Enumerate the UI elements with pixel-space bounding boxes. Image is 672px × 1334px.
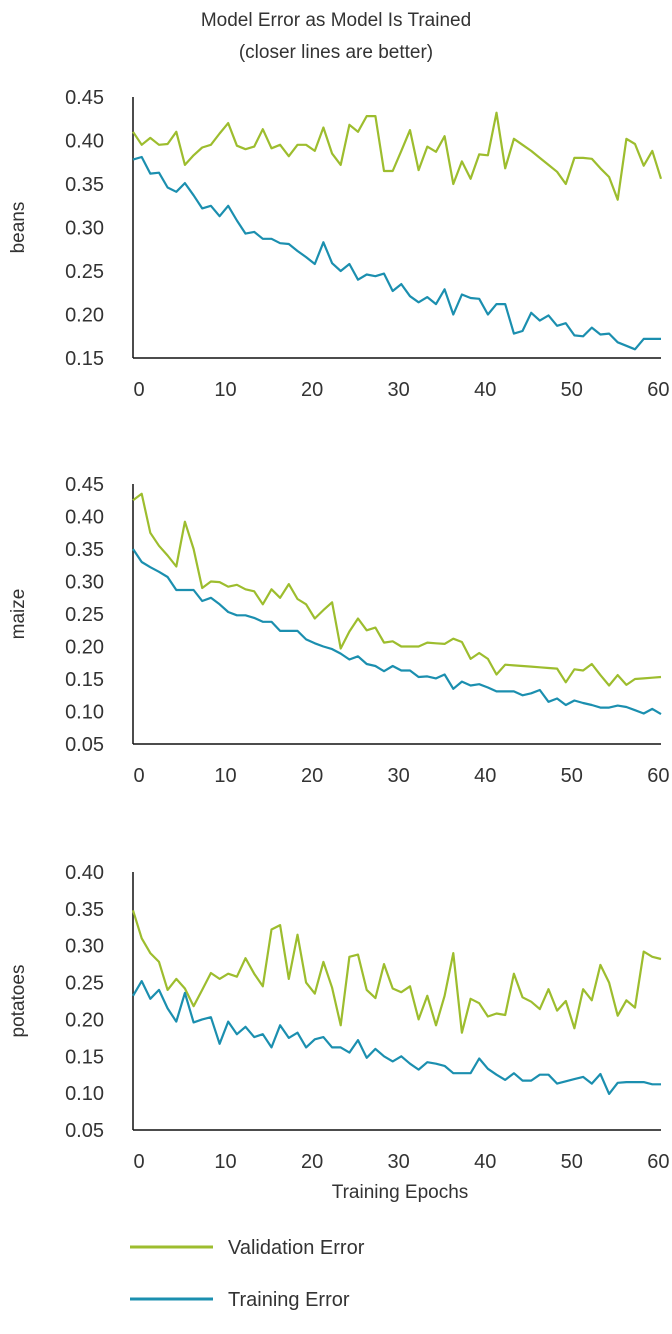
y-tick-label: 0.40 (65, 131, 104, 153)
x-tick-label: 0 (133, 379, 144, 401)
y-tick-label: 0.30 (65, 218, 104, 240)
x-tick-label: 50 (561, 379, 583, 401)
y-tick-label: 0.45 (65, 474, 104, 496)
y-tick-label: 0.10 (65, 1083, 104, 1105)
panel-potatoes: 0.40 0.35 0.30 0.25 0.20 0.15 0.10 0.05 0 10 20 30 4… (8, 862, 669, 1173)
x-tick-label: 50 (561, 765, 583, 787)
x-tick-label: 40 (474, 1151, 496, 1173)
x-tick-label: 40 (474, 379, 496, 401)
x-tick-label: 10 (214, 379, 236, 401)
y-tick-label: 0.15 (65, 669, 104, 691)
x-tick-label: 0 (133, 1151, 144, 1173)
x-tick-label: 20 (301, 765, 323, 787)
x-tick-label: 10 (214, 1151, 236, 1173)
x-tick-label: 60 (647, 1151, 669, 1173)
x-tick-label: 0 (133, 765, 144, 787)
chart-panels: 0.45 0.40 0.35 0.30 0.25 0.20 0.15 0 10 20 30 40 50 6… (8, 87, 669, 1173)
y-tick-label: 0.10 (65, 702, 104, 724)
y-tick-label: 0.35 (65, 174, 104, 196)
y-tick-label: 0.05 (65, 1120, 104, 1142)
series-line-validation (132, 492, 662, 687)
legend-validation-label: Validation Error (228, 1237, 365, 1259)
chart-title: Model Error as Model Is Trained (201, 10, 471, 31)
y-tick-label: 0.25 (65, 973, 104, 995)
y-tick-label: 0.20 (65, 305, 104, 327)
panel-maize: 0.45 0.40 0.35 0.30 0.25 0.20 0.15 0.10 0.05 0 10 2… (8, 474, 669, 787)
x-tick-label: 10 (214, 765, 236, 787)
legend: Validation Error Training Error (130, 1237, 365, 1311)
panel-beans: 0.45 0.40 0.35 0.30 0.25 0.20 0.15 0 10 20 30 40 50 6… (8, 87, 669, 401)
x-tick-label: 60 (647, 379, 669, 401)
y-tick-label: 0.20 (65, 1009, 104, 1031)
y-tick-label: 0.45 (65, 87, 104, 109)
x-tick-label: 20 (301, 379, 323, 401)
y-tick-label: 0.40 (65, 507, 104, 529)
series-line-training (132, 155, 661, 351)
y-tick-label: 0.15 (65, 1046, 104, 1068)
x-axis-label: Training Epochs (332, 1182, 469, 1203)
x-tick-label: 50 (561, 1151, 583, 1173)
y-tick-label: 0.35 (65, 539, 104, 561)
x-tick-label: 30 (388, 765, 410, 787)
y-tick-label: 0.20 (65, 637, 104, 659)
y-tick-label: 0.15 (65, 348, 104, 370)
x-tick-label: 60 (647, 765, 669, 787)
series-line-training (132, 979, 661, 1096)
series-line-validation (132, 111, 663, 201)
series-line-validation (131, 909, 662, 1034)
legend-training-label: Training Error (228, 1289, 350, 1311)
y-axis-label-maize: maize (8, 589, 29, 640)
y-axis-label-beans: beans (8, 202, 29, 254)
y-tick-label: 0.40 (65, 862, 104, 884)
y-tick-label: 0.05 (65, 734, 104, 756)
y-tick-label: 0.25 (65, 604, 104, 626)
x-tick-label: 20 (301, 1151, 323, 1173)
y-tick-label: 0.35 (65, 899, 104, 921)
series-line-training (132, 548, 662, 716)
chart-subtitle: (closer lines are better) (239, 42, 433, 63)
x-tick-label: 40 (474, 765, 496, 787)
x-tick-label: 30 (388, 379, 410, 401)
x-tick-label: 30 (388, 1151, 410, 1173)
y-tick-label: 0.25 (65, 261, 104, 283)
y-tick-label: 0.30 (65, 936, 104, 958)
y-tick-label: 0.30 (65, 572, 104, 594)
y-axis-label-potatoes: potatoes (8, 965, 29, 1038)
